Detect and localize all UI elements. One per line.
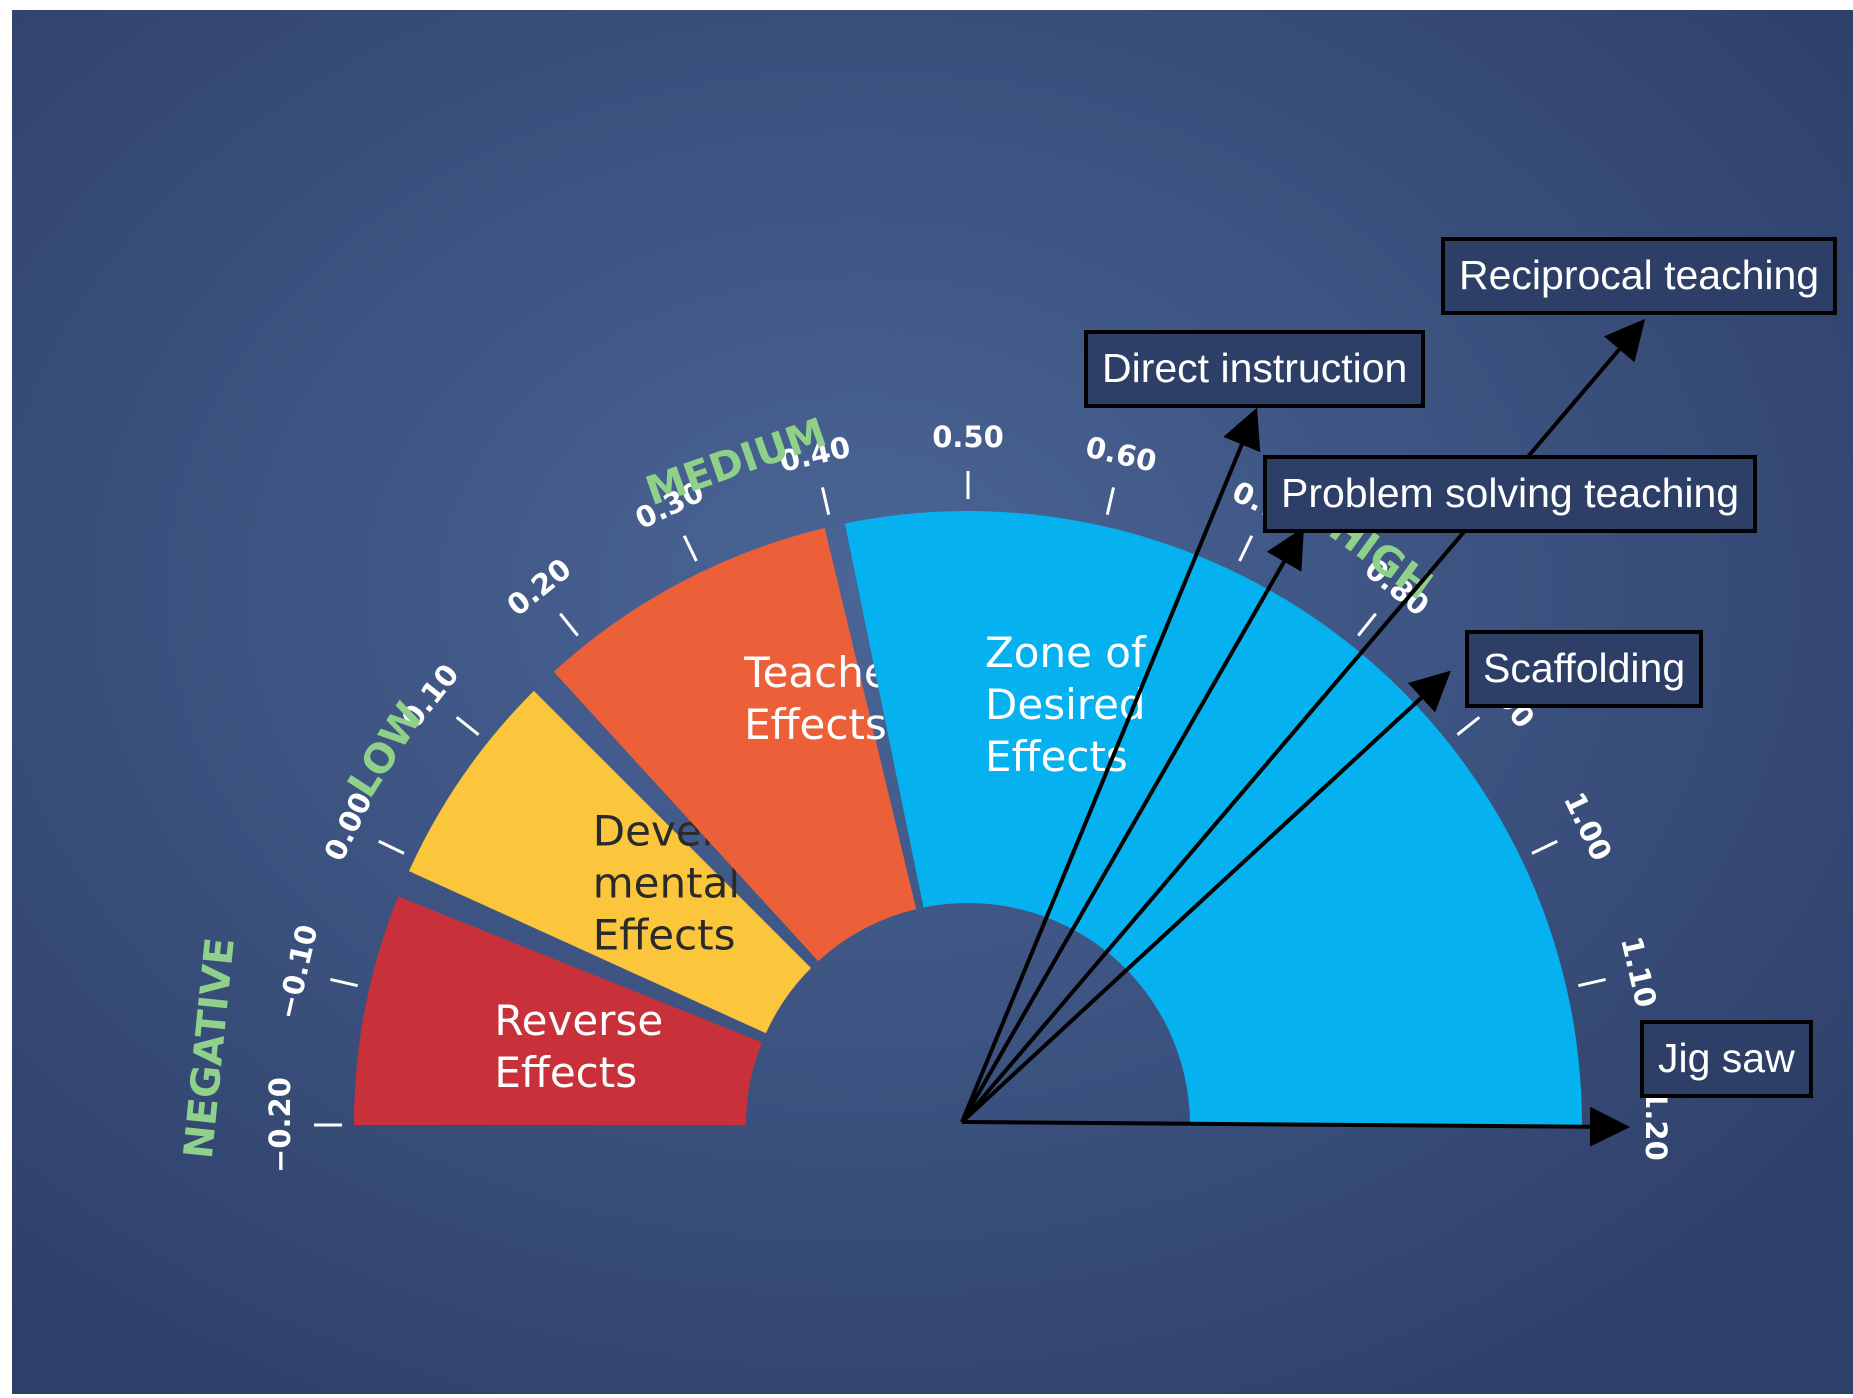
arrow-direct-instruction (960, 407, 1261, 1123)
segment-label-reverse: Reverse (494, 996, 663, 1045)
arrow-jig-saw (961, 1106, 1630, 1147)
callout-direct-instruction: Direct instruction (1084, 330, 1426, 408)
segment-desired (844, 511, 1582, 1126)
segment-label-desired: Zone of (985, 628, 1147, 677)
callout-scaffolding: Scaffolding (1465, 630, 1704, 708)
tick-mark (682, 535, 698, 562)
tick-mark (559, 612, 579, 637)
segment-label-developmental: Effects (593, 910, 736, 959)
arrow-problem-solving-teaching (960, 527, 1304, 1123)
tick-mark (1577, 978, 1606, 988)
callout-jig-saw: Jig saw (1640, 1020, 1813, 1098)
tick-label: −0.20 (263, 1077, 297, 1173)
tick-mark (821, 487, 831, 516)
segment-developmental (408, 690, 812, 1034)
tick-mark (1105, 487, 1115, 516)
segment-label-developmental: mental (593, 858, 740, 907)
tick-label: 1.20 (1639, 1089, 1673, 1161)
tick-label: 0.50 (932, 420, 1004, 454)
segment-label-reverse: Effects (494, 1048, 637, 1097)
callout-reciprocal-teaching: Reciprocal teaching (1441, 237, 1838, 315)
tick-mark (1531, 839, 1558, 855)
segment-label-desired: Desired (985, 680, 1146, 729)
arrow-scaffolding (960, 670, 1451, 1124)
callout-problem-solving-teaching: Problem solving teaching (1263, 455, 1758, 533)
tick-mark (1238, 535, 1254, 562)
tick-mark (330, 978, 359, 988)
tick-mark (378, 839, 405, 855)
segment-label-teacher: Effects (744, 700, 887, 749)
tick-mark (1456, 716, 1481, 736)
tick-mark (1357, 612, 1377, 637)
segment-teacher (553, 527, 917, 962)
segment-reverse (354, 896, 762, 1125)
tick-mark (455, 716, 480, 736)
